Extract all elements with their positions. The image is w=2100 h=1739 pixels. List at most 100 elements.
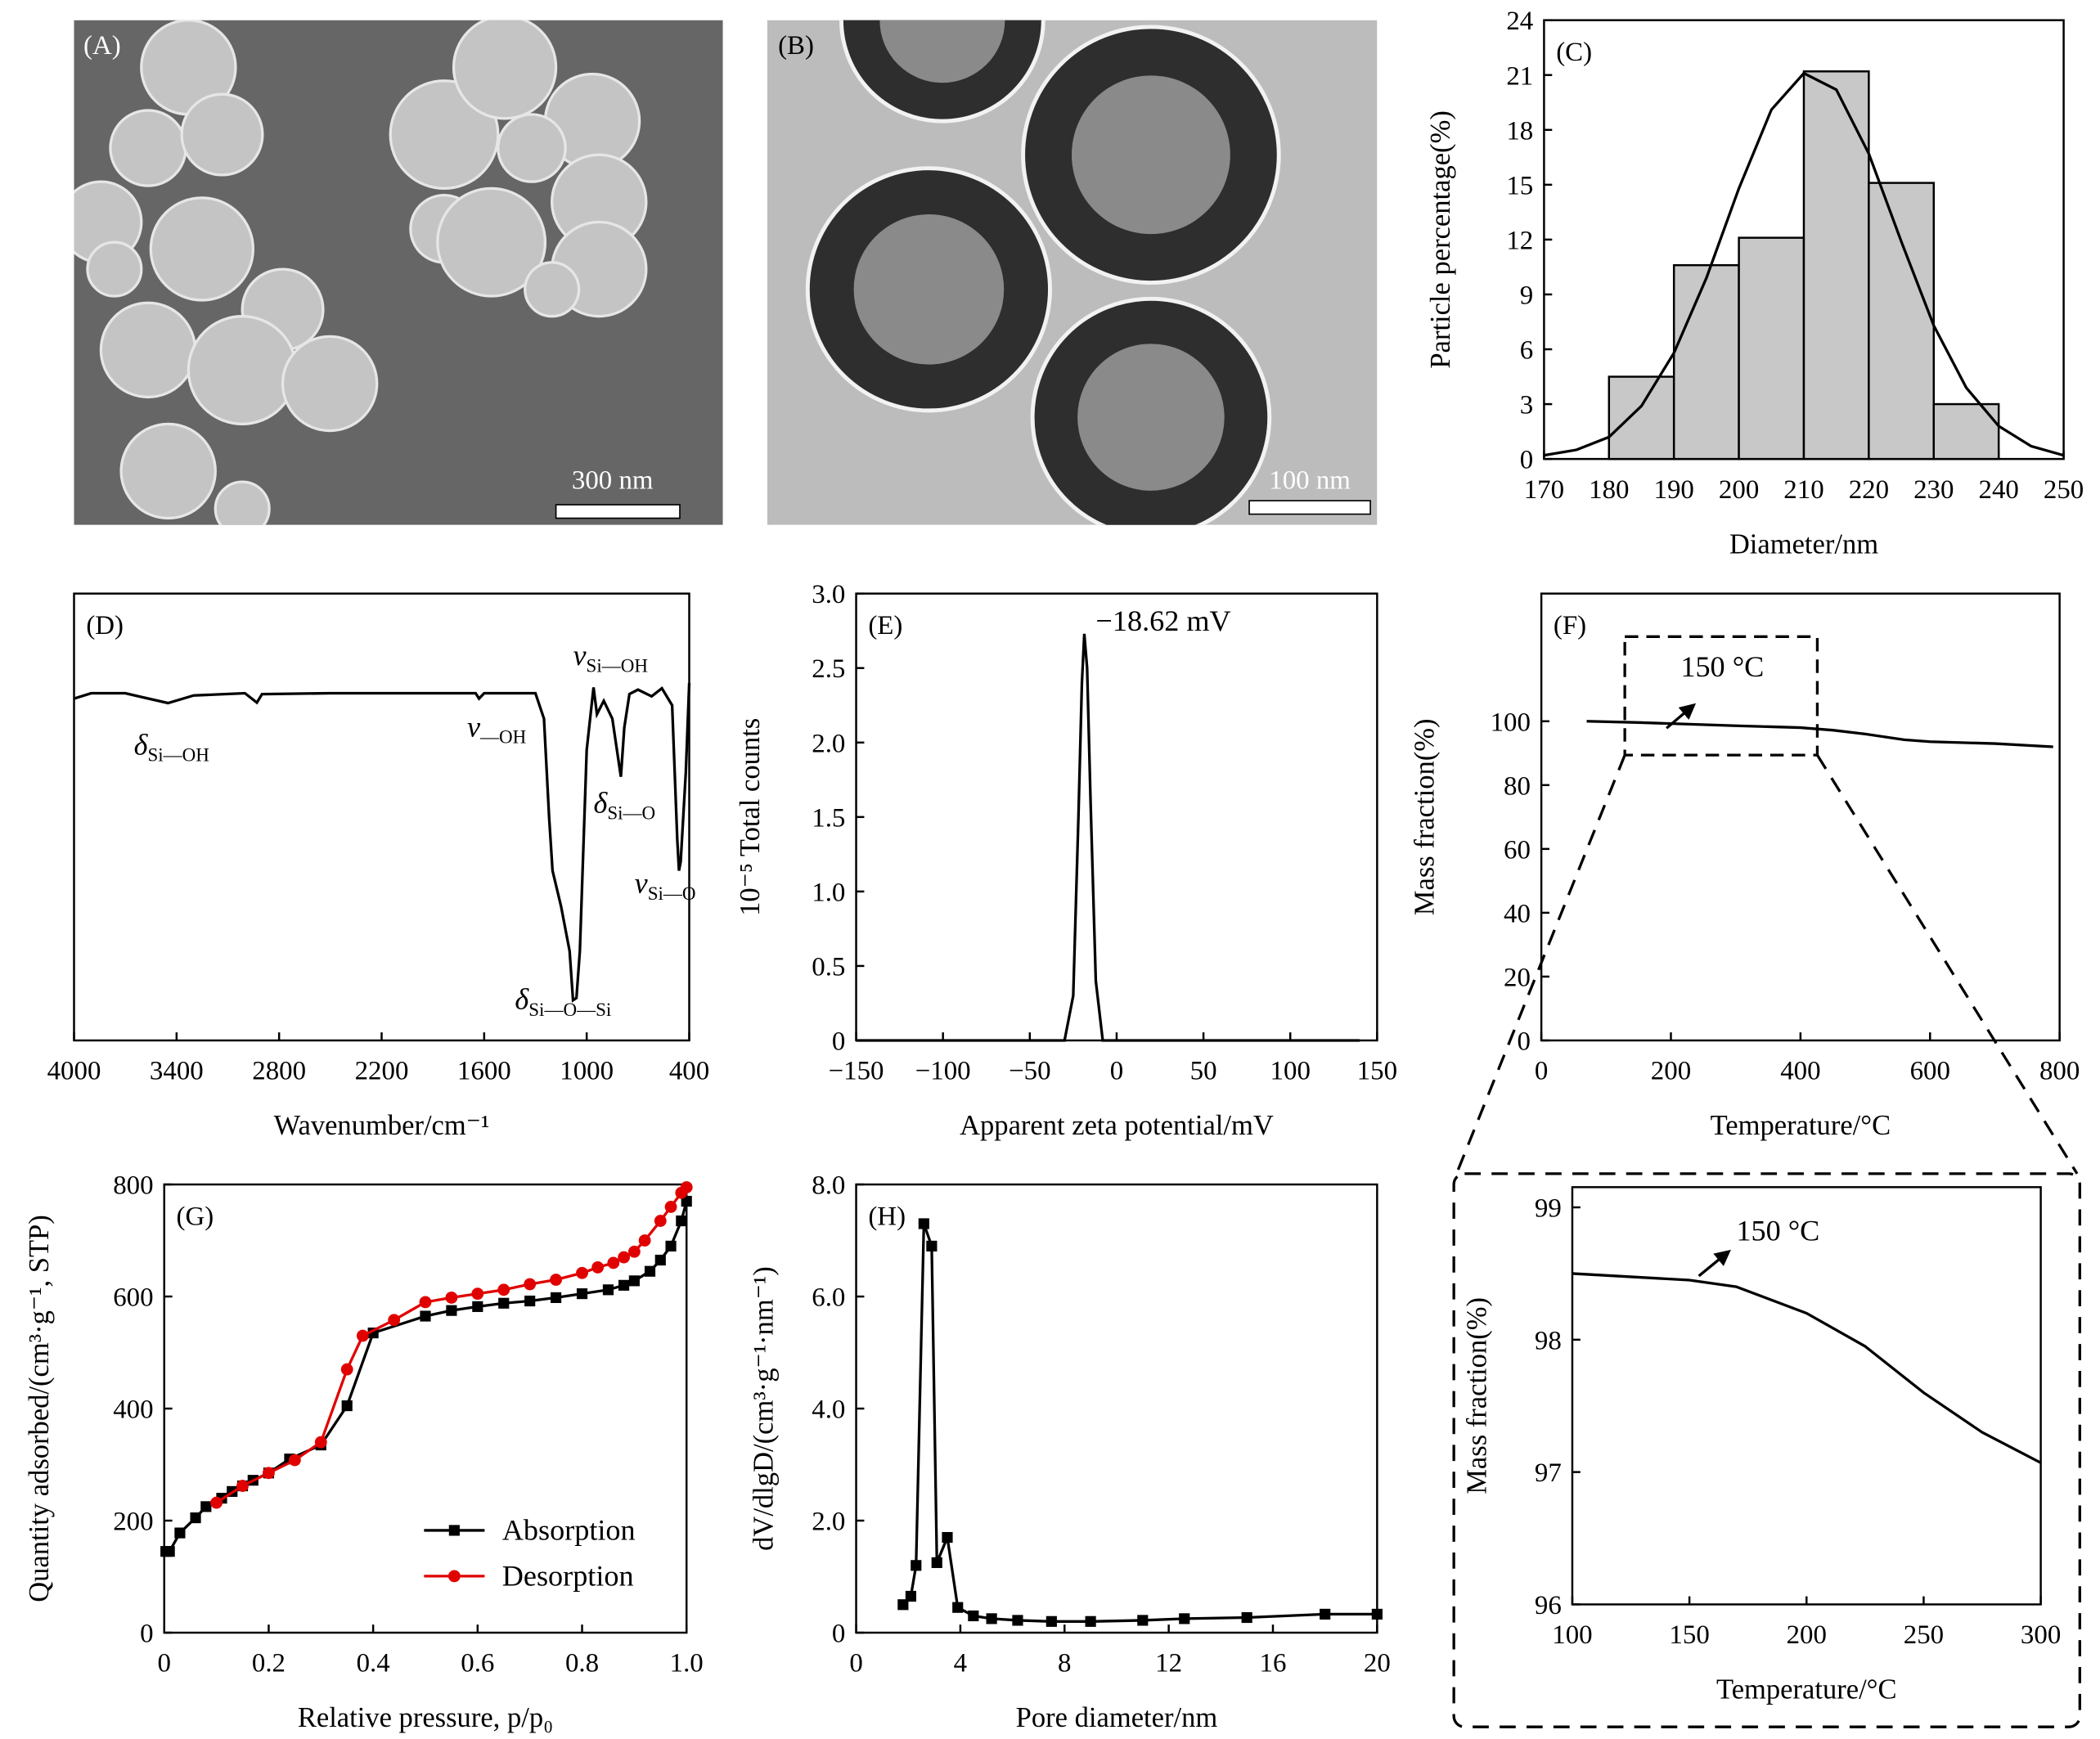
data-line [1572,1272,2042,1464]
marker [952,1602,964,1613]
marker [190,1512,201,1524]
marker [471,1287,484,1301]
x-tick-label: 0 [158,1649,171,1678]
x-axis-label: Relative pressure, p/p₀ [298,1702,553,1733]
annotation: νSi—OH [573,639,648,676]
data-line [1586,720,2053,748]
y-axis-label: 10⁻⁵ Total counts [735,718,766,916]
marker [618,1279,630,1291]
x-tick-label: 250 [1904,1620,1944,1650]
particle-core [1071,75,1230,235]
marker [1371,1608,1383,1620]
legend-label: Absorption [502,1513,636,1546]
scale-label: 300 nm [572,465,654,495]
annotation-subscript: Si—OH [147,744,209,766]
marker [263,1467,275,1480]
x-tick-label: 4000 [47,1057,101,1086]
axes-frame [1571,1186,2042,1606]
annotation: δSi—O—Si [515,983,611,1020]
y-tick-label: 800 [113,1171,153,1201]
zoom-box [1623,635,1819,757]
annotation-subscript: Si—O [648,883,696,904]
y-axis-label: Quantity adsorbed/(cm³·g⁻¹, STP) [24,1215,55,1602]
x-tick-label: 170 [1524,475,1564,505]
y-tick-label: 99 [1535,1194,1562,1224]
y-tick-label: 2.0 [812,729,845,758]
legend-marker [447,1570,461,1583]
x-tick-label: 2200 [355,1057,409,1086]
bar [1932,402,2000,461]
marker [1012,1615,1023,1626]
x-tick-label: 0.8 [565,1649,599,1678]
x-tick-label: 0 [1110,1057,1123,1086]
marker [551,1292,562,1303]
x-tick-label: 12 [1155,1649,1182,1678]
marker [174,1527,186,1539]
x-tick-label: −100 [915,1057,971,1086]
marker [638,1234,651,1247]
y-tick-label: 2.0 [812,1508,845,1537]
particle [214,480,271,525]
annotation: νSi—O [635,867,696,904]
inset-box [1452,1172,2081,1728]
x-tick-label: 100 [1270,1057,1311,1086]
marker [654,1254,666,1266]
data-line [902,1223,1378,1623]
x-tick-label: 20 [1364,1649,1391,1678]
axes-frame [855,1183,1378,1634]
marker [550,1274,563,1286]
x-axis-label: Wavenumber/cm⁻¹ [274,1110,490,1141]
legend-marker [448,1525,460,1536]
data-line [74,682,691,1003]
x-tick-label: 180 [1589,475,1629,505]
y-tick-label: 600 [113,1283,153,1313]
panel-label: (A) [83,31,121,61]
bar [1868,182,1936,461]
x-tick-label: 0.4 [357,1649,390,1678]
arrow [1698,1249,1731,1278]
tem-image [767,20,1378,525]
y-tick-label: 21 [1506,61,1533,91]
x-tick-label: 400 [1780,1057,1820,1086]
marker [576,1288,588,1300]
particle [86,240,143,298]
x-tick-label: 400 [669,1057,709,1086]
y-tick-label: 6.0 [812,1283,845,1313]
x-tick-label: 0 [849,1649,862,1678]
marker [897,1599,909,1611]
y-tick-label: 98 [1535,1326,1562,1355]
annotation-symbol: δ [594,786,609,819]
y-tick-label: 2.5 [812,654,845,684]
y-tick-label: 0.5 [812,952,845,982]
annotation-symbol: δ [134,728,149,761]
annotation-subscript: Si—O—Si [528,999,611,1020]
marker [968,1610,979,1622]
marker [911,1560,922,1571]
x-axis-label: Temperature/°C [1711,1110,1891,1141]
x-tick-label: 50 [1190,1057,1217,1086]
y-tick-label: 97 [1535,1458,1562,1488]
annotation-symbol: ν [635,867,649,900]
particle [497,113,567,183]
bar [1802,70,1870,461]
y-axis-label: Mass fraction(%) [1462,1297,1493,1494]
marker [446,1305,457,1316]
panel-label: (D) [86,611,124,640]
y-tick-label: 40 [1504,899,1531,928]
marker [680,1181,693,1193]
marker [419,1296,432,1309]
x-tick-label: 200 [1719,475,1759,505]
panel-label: (C) [1556,38,1592,67]
y-tick-label: 20 [1504,963,1531,992]
marker [665,1240,677,1251]
x-tick-label: 4 [954,1649,967,1678]
x-tick-label: 800 [2039,1057,2080,1086]
scale-label: 100 nm [1269,465,1351,495]
marker [1320,1608,1331,1620]
scale-bar [1248,500,1371,515]
y-axis-label: dV/dlgD/(cm³·g⁻¹·nm⁻¹) [749,1266,780,1551]
x-tick-label: 300 [2021,1620,2061,1650]
marker [420,1310,431,1322]
annotation-symbol: ν [467,710,481,743]
